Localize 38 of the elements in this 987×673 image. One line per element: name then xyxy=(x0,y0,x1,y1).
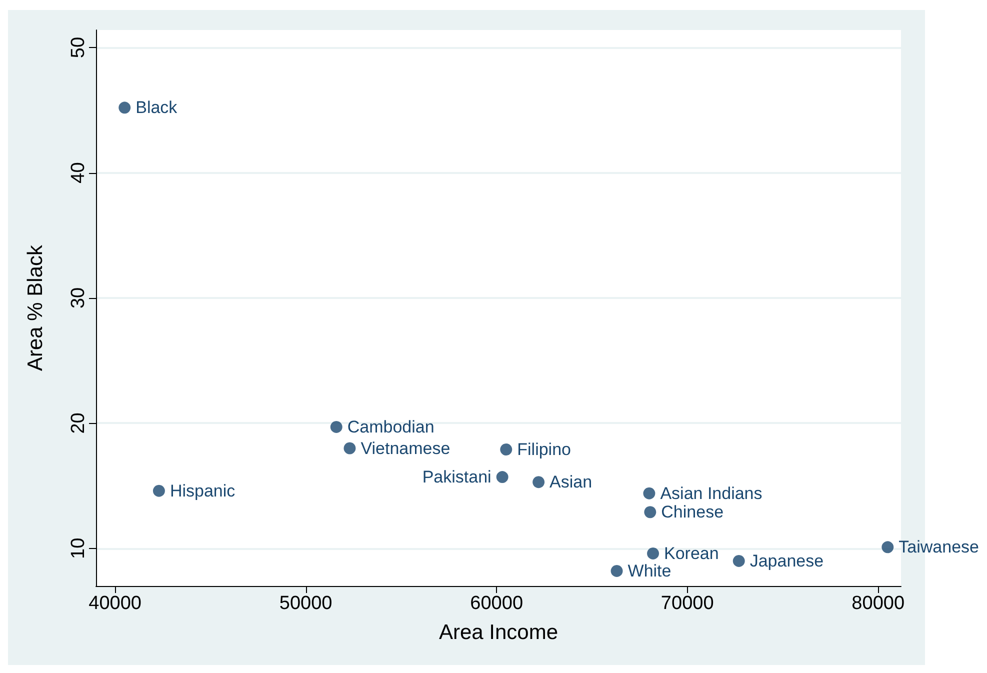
annotation: Filipino xyxy=(517,440,571,460)
annotation: Korean xyxy=(664,544,719,563)
point xyxy=(118,102,131,114)
x-axis-title: Area Income xyxy=(438,621,558,644)
point xyxy=(610,564,623,577)
point xyxy=(643,487,656,500)
y-tick-label: 10 xyxy=(68,538,89,560)
point xyxy=(330,420,342,433)
point xyxy=(732,554,745,567)
annotation: Vietnamese xyxy=(360,438,450,458)
annotation: Hispanic xyxy=(170,481,236,500)
y-tick-label: 30 xyxy=(68,287,89,309)
point xyxy=(647,547,660,560)
point xyxy=(644,506,656,518)
point xyxy=(496,471,508,484)
point xyxy=(882,541,894,554)
point xyxy=(152,484,165,497)
annotation: Pakistani xyxy=(422,468,492,487)
point xyxy=(344,442,356,454)
annotation: White xyxy=(628,561,672,580)
annotation: Chinese xyxy=(661,502,724,522)
x-tick-label: 60000 xyxy=(470,593,524,614)
y-tick-label: 40 xyxy=(68,162,89,184)
x-tick-label: 70000 xyxy=(660,593,714,614)
y-tick-label: 50 xyxy=(68,36,89,58)
x-tick-label: 80000 xyxy=(852,593,905,614)
annotation: Cambodian xyxy=(347,417,434,436)
y-tick-label: 20 xyxy=(68,412,89,434)
annotation: Black xyxy=(136,98,178,118)
point xyxy=(500,444,512,456)
x-tick-label: 40000 xyxy=(88,593,142,614)
annotation: Japanese xyxy=(750,551,824,570)
y-axis-title: Area % Black xyxy=(24,244,47,372)
annotation: Asian xyxy=(550,472,592,492)
point xyxy=(532,476,545,488)
annotation: Asian Indians xyxy=(660,484,762,503)
annotation: Taiwanese xyxy=(898,538,979,557)
x-tick-label: 50000 xyxy=(279,593,332,614)
